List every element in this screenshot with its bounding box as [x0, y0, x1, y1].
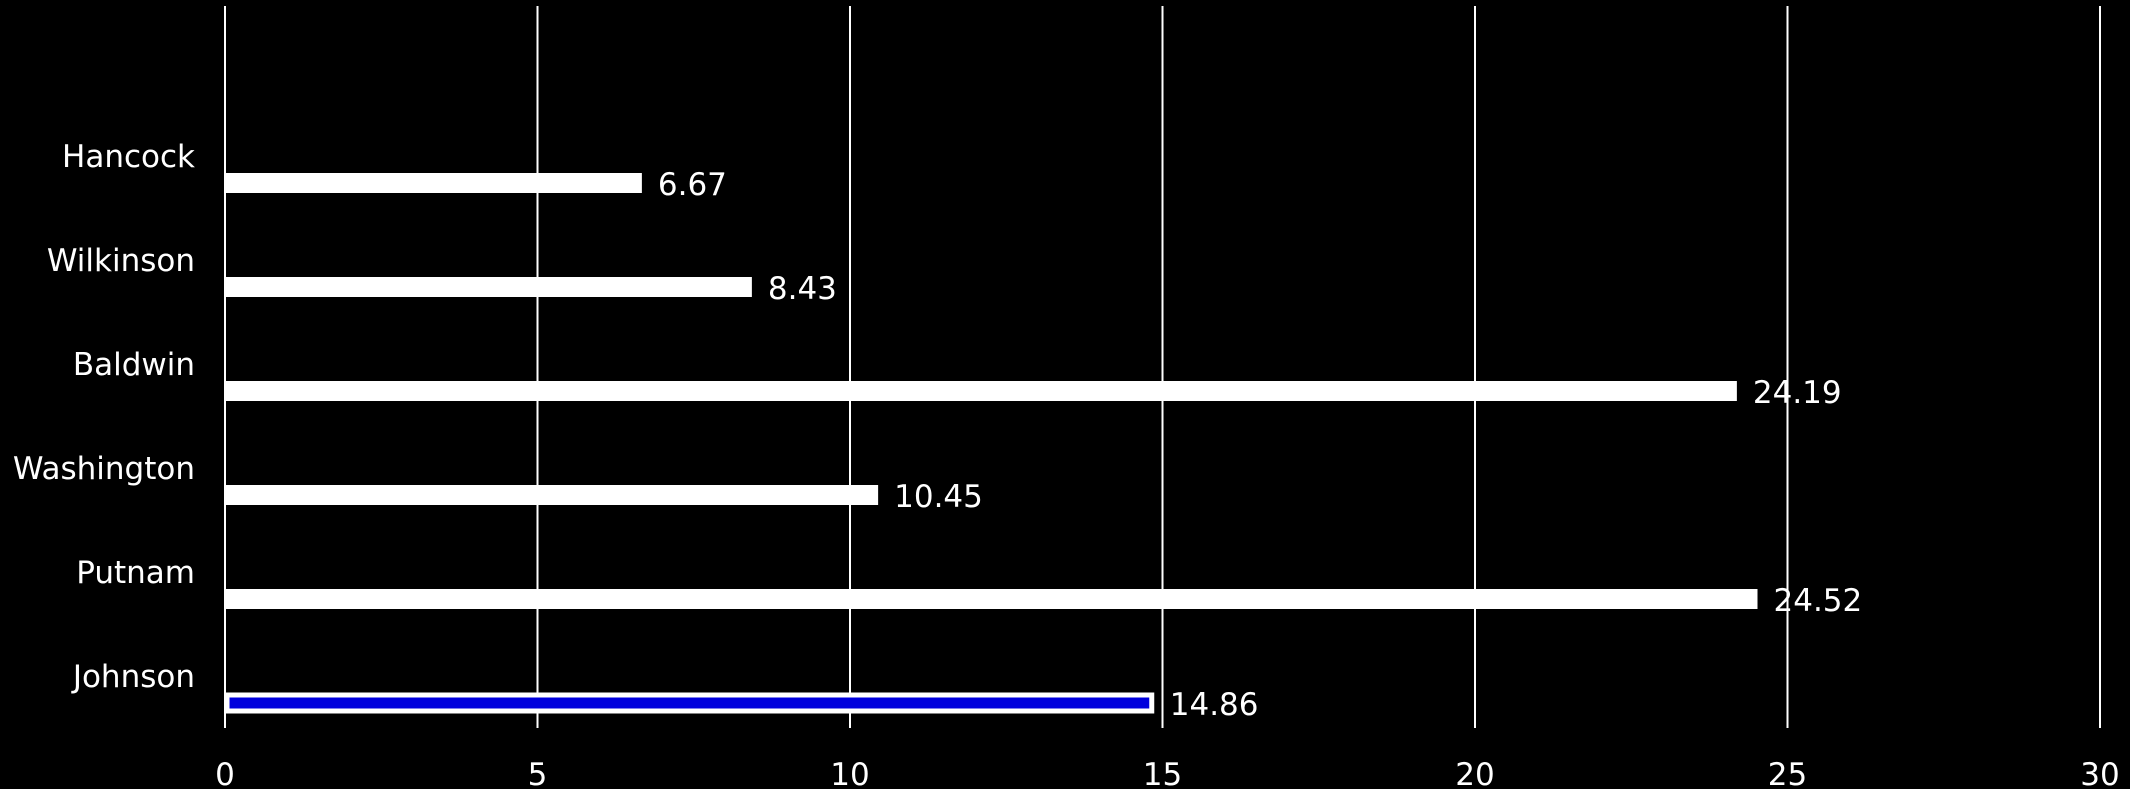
- value-label-hancock: 6.67: [658, 167, 727, 203]
- category-label-wilkinson: Wilkinson: [47, 243, 195, 279]
- value-label-putnam: 24.52: [1774, 583, 1863, 619]
- value-label-wilkinson: 8.43: [768, 271, 837, 307]
- bar-putnam: [225, 589, 1758, 609]
- bar-hancock: [225, 173, 642, 193]
- x-tick-label-20: 20: [1455, 757, 1494, 789]
- bars: [224, 173, 1758, 714]
- category-label-johnson: Johnson: [71, 659, 195, 695]
- x-tick-label-25: 25: [1768, 757, 1807, 789]
- x-tick-label-30: 30: [2080, 757, 2119, 789]
- category-label-hancock: Hancock: [62, 139, 195, 175]
- value-label-washington: 10.45: [894, 479, 983, 515]
- bar-johnson: [224, 692, 1155, 714]
- category-label-washington: Washington: [13, 451, 195, 487]
- labels: 0 5 10 15 20 25 30 Hancock 6.67 Wilkinson 8.43 Bald…: [13, 139, 2120, 789]
- bar-baldwin: [225, 381, 1737, 401]
- x-tick-label-0: 0: [215, 757, 235, 789]
- bar-washington: [225, 485, 879, 505]
- grid-lines: [224, 6, 2101, 728]
- x-tick-label-15: 15: [1143, 757, 1182, 789]
- x-tick-label-10: 10: [830, 757, 869, 789]
- value-label-johnson: 14.86: [1170, 687, 1259, 723]
- x-tick-label-5: 5: [528, 757, 548, 789]
- category-label-baldwin: Baldwin: [73, 347, 195, 383]
- value-label-baldwin: 24.19: [1753, 375, 1842, 411]
- category-label-putnam: Putnam: [76, 555, 195, 591]
- bar-wilkinson: [225, 277, 752, 297]
